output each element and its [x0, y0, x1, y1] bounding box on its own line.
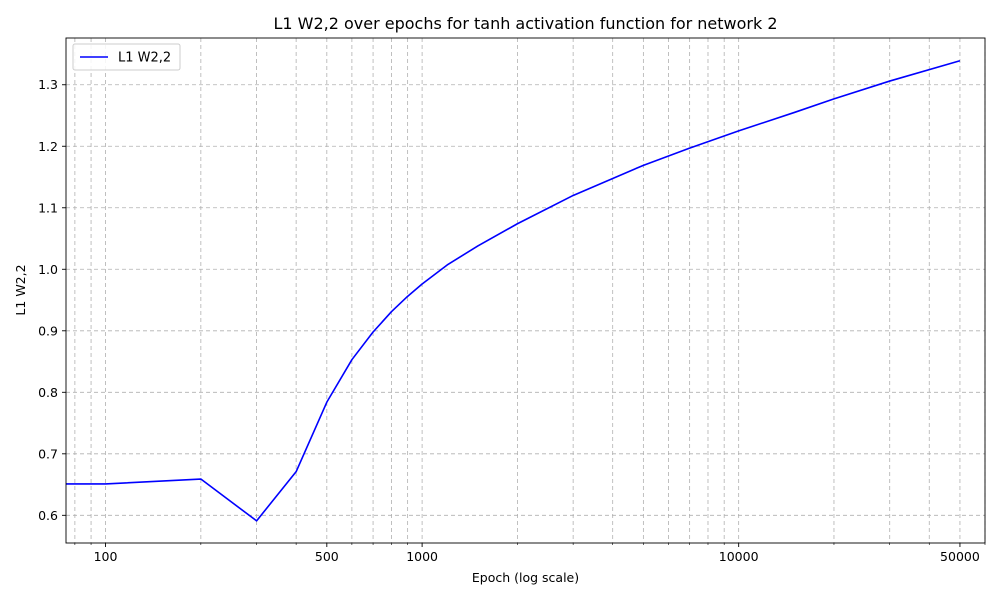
series-layer: [66, 59, 961, 522]
y-tick-label: 1.2: [38, 139, 58, 154]
grid: [66, 38, 986, 543]
series-line: [66, 59, 961, 522]
x-tick-label: 500: [315, 549, 339, 564]
x-tick-label: 10000: [719, 549, 759, 564]
plot-frame: [65, 37, 986, 544]
legend: L1 W2,2: [72, 43, 181, 71]
y-axis-label: L1 W2,2: [13, 264, 28, 315]
x-axis-label: Epoch (log scale): [472, 570, 579, 585]
axis-ticks: 100 500 1000 10000 50000 0.6 0.7 0.8 0.9 1.0 1.1 1.…: [38, 77, 986, 564]
y-tick-label: 0.8: [38, 385, 58, 400]
x-tick-label: 1000: [406, 549, 438, 564]
y-tick-label: 1.1: [38, 200, 58, 215]
x-tick-label: 100: [94, 549, 118, 564]
y-tick-label: 0.7: [38, 446, 58, 461]
x-tick-label: 50000: [940, 549, 980, 564]
chart-title: L1 W2,2 over epochs for tanh activation …: [273, 14, 777, 33]
y-tick-label: 1.0: [38, 262, 58, 277]
y-tick-label: 0.9: [38, 323, 58, 338]
y-tick-label: 1.3: [38, 77, 58, 92]
legend-box: [72, 43, 181, 71]
y-tick-label: 0.6: [38, 508, 58, 523]
legend-label: L1 W2,2: [118, 51, 171, 66]
